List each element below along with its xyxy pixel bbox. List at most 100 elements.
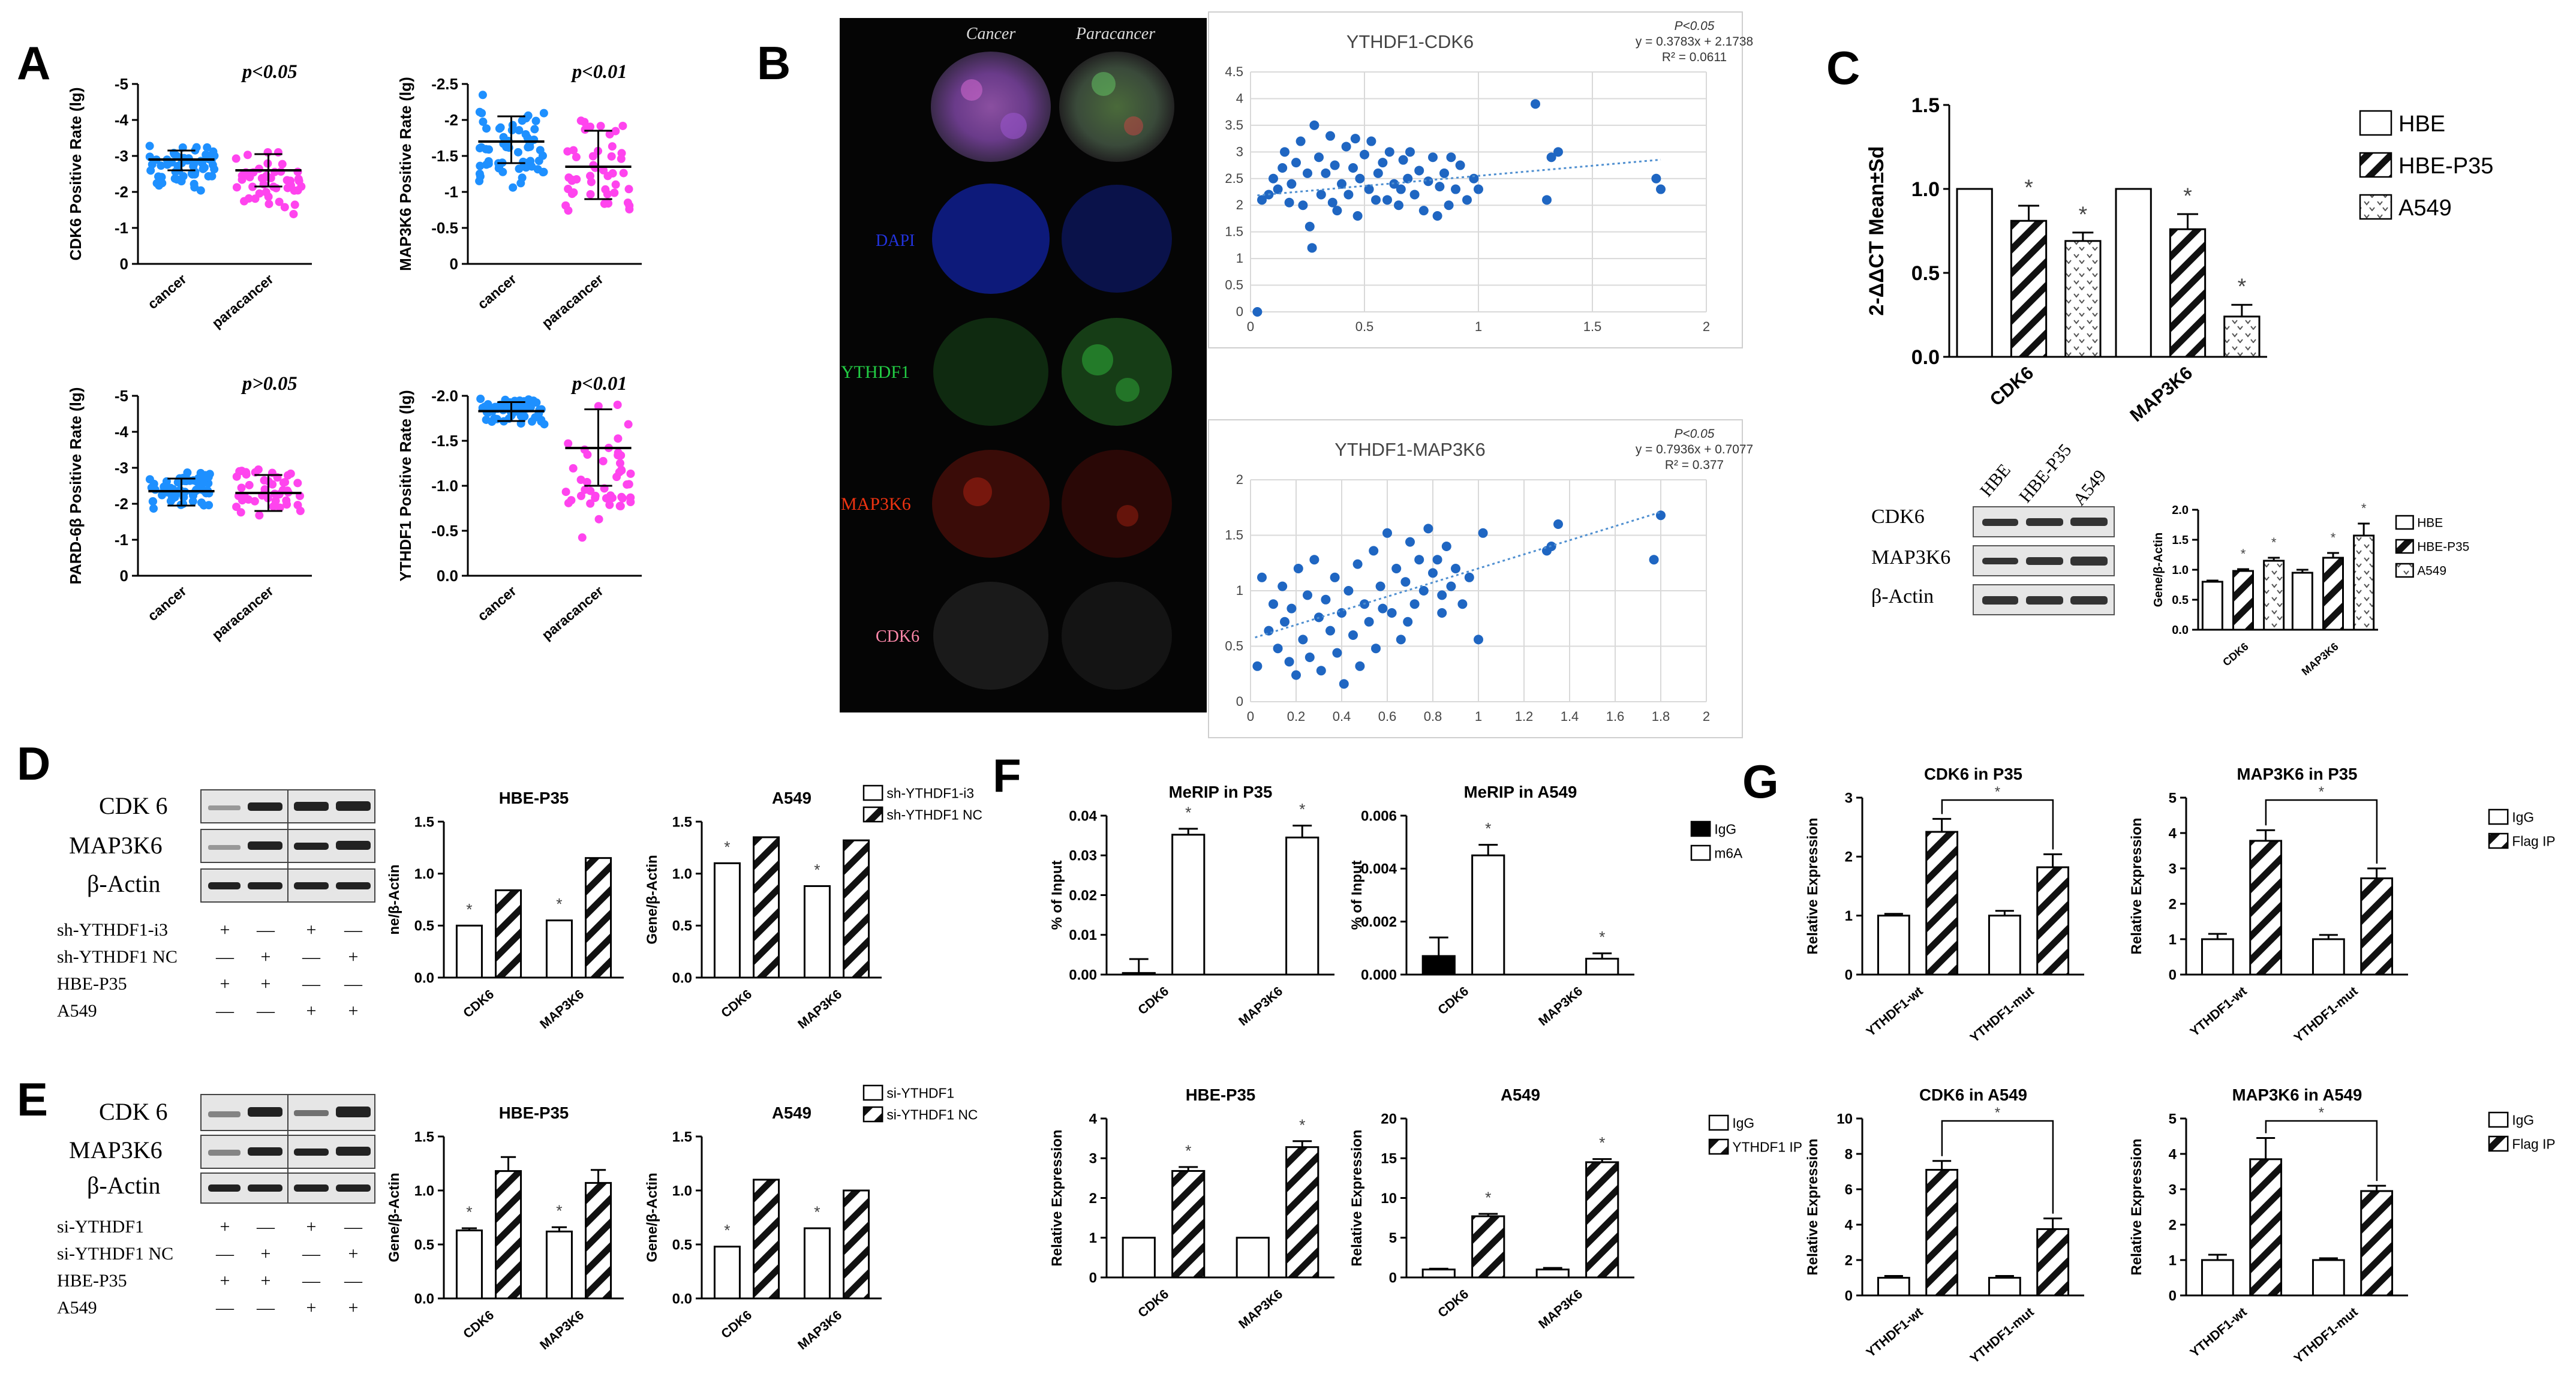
y-tick-label: -1: [444, 183, 458, 201]
legend-label: A549: [2417, 564, 2446, 578]
x-tick-label: 2: [1703, 709, 1710, 724]
legend-swatch: [1690, 844, 1711, 861]
data-point: [594, 402, 603, 411]
x-tick-label: 1.5: [1583, 319, 1602, 334]
data-point: [1464, 572, 1474, 582]
data-point: [475, 176, 484, 185]
data-point: [490, 414, 499, 423]
condition-mark: —: [344, 974, 363, 994]
condition-mark: +: [348, 1001, 359, 1021]
data-point: [1348, 630, 1358, 640]
data-point: [260, 476, 269, 485]
y-tick-label: 0: [1236, 304, 1243, 319]
x-tick-label: CDK6: [718, 987, 755, 1021]
data-point: [1280, 147, 1289, 157]
y-tick-label: 1.5: [1225, 528, 1243, 543]
bar: [1956, 188, 1993, 358]
legend-label: IgG: [1714, 821, 1736, 837]
bar: [2201, 1259, 2234, 1297]
data-point: [293, 167, 302, 176]
chart-title: A549: [772, 789, 811, 807]
data-point: [148, 160, 157, 169]
y-axis-label: % of Input: [1349, 861, 1365, 930]
y-tick-label: -2.5: [431, 75, 458, 93]
data-point: [1321, 168, 1331, 178]
data-point: [163, 160, 172, 169]
data-point: [1337, 608, 1346, 618]
data-point: [1337, 179, 1346, 189]
y-tick-label: 0.002: [1361, 914, 1397, 930]
y-tick-label: 0.5: [414, 1237, 434, 1253]
data-point: [149, 497, 158, 506]
data-point: [618, 121, 627, 130]
data-point: [475, 107, 484, 116]
data-point: [275, 503, 284, 512]
tissue-cdk6-cancer: [933, 582, 1048, 690]
data-point: [515, 126, 524, 135]
y-tick-label: 0: [1236, 694, 1243, 709]
y-tick-label: 3: [2169, 1181, 2177, 1198]
data-point: [160, 483, 169, 492]
data-point: [1432, 211, 1442, 221]
data-point: [254, 164, 263, 173]
data-point: [601, 185, 610, 194]
x-tick-label: YTHDF1-wt: [1863, 984, 1925, 1039]
data-point: [281, 477, 290, 486]
data-point: [1298, 635, 1308, 645]
chart-title: YTHDF1-MAP3K6: [1334, 439, 1486, 460]
data-point: [626, 469, 635, 478]
significance-bracket: [1941, 1120, 2054, 1214]
chart-title: HBE-P35: [499, 1104, 569, 1122]
panel-letter-b: B: [757, 37, 790, 89]
y-tick-label: -0.5: [431, 219, 458, 237]
data-point: [1435, 182, 1445, 192]
blot-e: CDK 6 MAP3K6 β-Actin si-YTHDF1 + — + — s…: [57, 1094, 375, 1318]
condition-mark: +: [306, 920, 317, 940]
col-label-cancer: Cancer: [966, 25, 1016, 43]
chart-title: CDK6 in P35: [1924, 765, 2022, 783]
x-tick-label: 0.5: [1355, 319, 1374, 334]
data-point: [1531, 99, 1540, 109]
significance-star: *: [724, 1222, 730, 1240]
y-tick-label: 2: [1236, 197, 1243, 212]
data-point: [1298, 200, 1308, 211]
condition-mark: —: [256, 1217, 275, 1237]
x-tick-label: YTHDF1-wt: [2187, 984, 2249, 1039]
legend-label: si-YTHDF1: [886, 1085, 954, 1101]
data-point: [1444, 200, 1454, 211]
y-tick-label: -2: [115, 183, 128, 201]
data-point: [578, 533, 587, 542]
data-point: [1656, 510, 1666, 521]
y-tick-label: -1.5: [431, 147, 458, 165]
data-point: [157, 161, 166, 170]
data-point: [576, 491, 585, 500]
x-tick-label: 1.4: [1561, 709, 1579, 724]
condition-mark: —: [302, 1271, 321, 1291]
data-point: [232, 503, 241, 512]
data-point: [280, 203, 289, 212]
regression-annotation: y = 0.7936x + 0.7077: [1636, 443, 1753, 456]
condition-mark: +: [261, 1271, 271, 1291]
data-point: [534, 157, 543, 166]
condition-mark: —: [302, 974, 321, 994]
bar: [2249, 1158, 2283, 1297]
data-point: [1432, 555, 1442, 565]
blot-c-row-actin: β-Actin: [1871, 585, 1934, 608]
y-axis-label: Relative Expression: [1049, 1129, 1065, 1266]
y-tick-label: 1.5: [1225, 224, 1243, 239]
y-axis-label: Relative Expression: [1349, 1129, 1365, 1266]
y-axis-label: MAP3K6 Positive Rate (lg): [396, 77, 414, 271]
data-point: [1330, 572, 1340, 582]
data-point: [1332, 206, 1342, 216]
data-point: [626, 498, 635, 507]
condition-mark: —: [215, 1244, 235, 1264]
data-point: [158, 179, 167, 188]
data-point: [179, 500, 188, 509]
data-point: [1394, 200, 1403, 211]
legend-swatch: [2395, 515, 2414, 530]
data-point: [1350, 134, 1360, 144]
x-tick-label: CDK6: [1435, 984, 1471, 1018]
significance-star: *: [466, 1203, 472, 1221]
data-point: [232, 183, 241, 192]
blot-d-row-actin: β-Actin: [87, 870, 161, 897]
